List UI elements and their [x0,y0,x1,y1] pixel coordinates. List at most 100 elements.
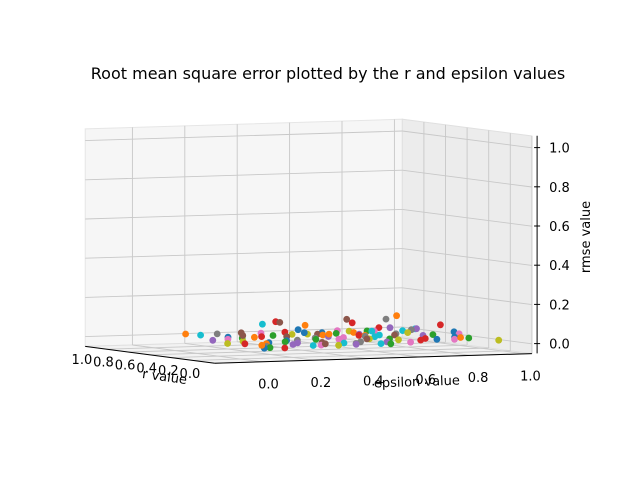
data-point-series-5 [343,315,351,323]
data-point-series-8 [224,340,232,347]
x-axis-line [85,345,215,364]
data-point-series-2 [465,334,473,342]
data-point-series-0 [433,335,441,343]
data-point-series-8 [395,336,402,344]
z-tick-label: 0.0 [549,338,570,353]
data-point-series-9 [197,331,205,339]
data-point-series-2 [332,330,340,337]
data-point-series-8 [335,341,342,349]
x-tick-label: 0.4 [136,361,157,376]
data-point-series-4 [386,324,394,332]
data-point-series-3 [258,333,265,340]
grid-line-epsilon-floor [394,336,525,355]
data-point-series-9 [309,342,317,349]
data-point-series-2 [312,336,320,343]
y-tick-label: 0.4 [363,374,384,389]
y-tick-label: 0.0 [258,378,279,393]
data-point-series-2 [387,340,395,348]
data-point-series-1 [393,312,400,320]
data-point-series-8 [288,331,296,338]
x-tick-label: 1.0 [72,353,93,368]
data-point-series-4 [352,340,360,348]
z-tick-label: 0.2 [549,298,570,313]
x-tick-label: 0.0 [180,367,201,382]
data-point-series-9 [368,327,376,335]
data-point-series-9 [371,333,379,341]
y-tick-label: 0.8 [468,371,489,386]
data-point-series-1 [350,329,357,336]
data-point-series-1 [325,330,333,338]
data-point-series-3 [348,319,356,327]
data-point-series-1 [301,321,309,329]
data-point-series-3 [437,321,444,329]
x-axis-label: r value [141,367,188,388]
data-point-series-5 [321,340,329,348]
data-point-series-7 [382,315,390,323]
data-point-series-0 [450,328,458,336]
data-point-series-2 [266,344,274,352]
grid-line-rmse-side [402,130,532,149]
data-point-series-4 [209,336,217,344]
data-point-series-5 [276,319,284,326]
data-point-series-3 [355,331,363,339]
grid-line-rmse-back [85,208,403,220]
z-tick-label: 0.6 [549,220,570,235]
data-point-series-4 [289,341,297,348]
data-point-series-0 [294,326,302,334]
tick-labels: 0.00.20.40.60.81.00.0 0.2 0.4 0.6 0.8 1.00.00… [72,142,570,393]
y-axis-line [214,353,532,364]
z-tick-label: 0.8 [549,181,570,196]
data-point-series-8 [404,329,412,336]
data-point-series-0 [300,329,308,337]
data-point-series-8 [495,336,503,344]
x-tick-label: 0.8 [93,356,114,371]
data-point-series-6 [335,335,343,343]
data-point-series-2 [429,331,437,338]
grid-line-rmse-back [85,248,403,259]
y-tick-label: 0.2 [311,376,332,391]
data-point-series-9 [399,327,406,334]
x-tick-label: 0.2 [158,364,179,379]
axes-panes [84,118,533,364]
data-point-series-9 [340,339,348,347]
data-point-series-6 [407,338,414,346]
axis-lines [85,135,538,364]
grid-line-rmse-side [402,208,532,227]
data-point-series-1 [457,334,464,341]
grid-line-rmse-side [402,248,532,266]
y-axis-label: epsilon value [374,374,461,392]
data-point-series-1 [258,341,266,349]
data-point-series-5 [239,332,247,339]
data-point-series-6 [451,335,458,343]
z-tick-label: 1.0 [549,142,570,157]
data-point-series-5 [363,335,371,343]
y-tick-label: 0.6 [415,373,436,388]
data-point-series-2 [269,332,277,339]
grid-line-r-floor [171,347,489,359]
grid-line-rmse-side [402,287,532,306]
grid-line-epsilon-floor [132,344,263,363]
data-point-series-2 [281,338,289,346]
x-tick-label: 0.6 [115,359,136,374]
data-point-series-3 [417,336,425,344]
grid-line-r-floor [193,350,511,361]
data-point-series-4 [413,325,420,333]
data-point-series-3 [241,340,249,348]
data-point-series-9 [377,340,385,347]
data-point-series-3 [281,344,289,352]
chart-title: Root mean square error plotted by the r … [91,64,565,83]
data-point-series-1 [251,333,258,341]
data-point-series-7 [213,330,221,338]
scatter-points [182,312,503,352]
grid-line-rmse-back [85,169,403,181]
z-axis-label: rmse value [579,201,594,273]
data-point-series-1 [182,330,190,338]
grid-line-r-floor [149,344,468,356]
data-point-series-1 [319,331,327,339]
data-point-series-3 [375,324,383,331]
grid-line-rmse-back [85,130,403,142]
grid-line-rmse-side [402,169,532,188]
z-tick-label: 0.4 [549,259,570,274]
grid-line-rmse-back [85,287,403,298]
